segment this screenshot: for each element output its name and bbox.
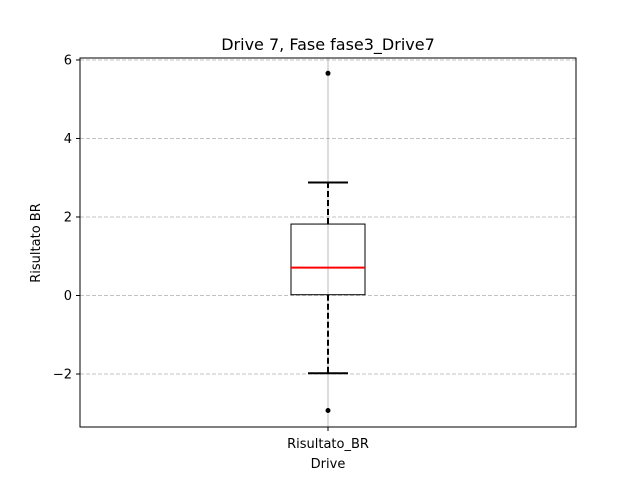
- x-tick-label: Risultato_BR: [287, 437, 369, 452]
- y-tick-label: 0: [64, 289, 72, 304]
- y-tick-label: 4: [64, 132, 72, 147]
- x-axis-label: Drive: [311, 457, 346, 472]
- y-axis-label: Risultato BR: [29, 203, 44, 282]
- y-tick-label: −2: [53, 368, 72, 383]
- y-tick-label: 2: [64, 210, 72, 225]
- chart-title: Drive 7, Fase fase3_Drive7: [221, 35, 435, 55]
- y-tick-label: 6: [64, 53, 72, 68]
- y-axis-ticks: −2 0 2 4 6: [53, 53, 80, 383]
- outlier-point: [325, 70, 331, 76]
- outlier-point: [325, 408, 331, 414]
- x-axis-ticks: Risultato_BR: [287, 427, 369, 452]
- box-group: [290, 70, 366, 414]
- interquartile-box: [290, 223, 366, 296]
